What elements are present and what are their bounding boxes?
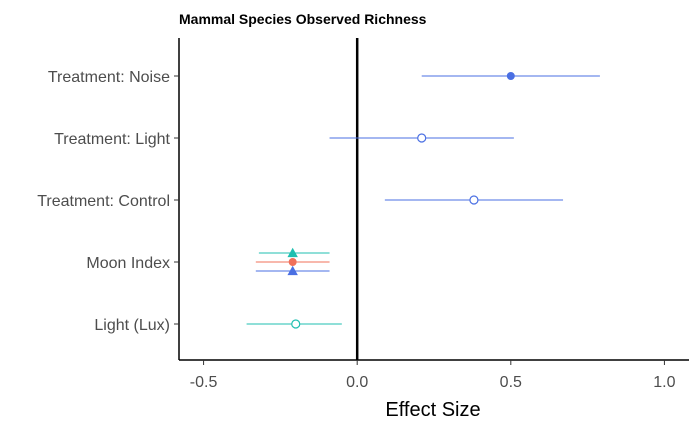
y-tick-label: Light (Lux) — [94, 317, 170, 334]
y-tick-label: Moon Index — [86, 255, 170, 272]
point-estimate — [287, 247, 298, 258]
y-tick-label: Treatment: Light — [54, 131, 170, 148]
x-axis-labels: -0.5 0.0 0.5 1.0 — [190, 360, 676, 391]
chart-title: Mammal Species Observed Richness — [179, 11, 427, 27]
y-tick-label: Treatment: Control — [37, 193, 170, 210]
y-tick-label: Treatment: Noise — [48, 69, 170, 86]
x-tick-label: 0.0 — [346, 374, 368, 391]
plot-area — [178, 38, 689, 361]
point-estimate — [506, 72, 515, 80]
x-tick-label: -0.5 — [190, 374, 218, 391]
point-estimate — [417, 133, 427, 143]
y-axis-labels: Treatment: Noise Treatment: Light Treatmen… — [37, 69, 179, 334]
point-estimate — [287, 265, 298, 276]
point-estimate — [469, 195, 479, 205]
point-estimate — [291, 319, 301, 329]
point-estimate — [288, 258, 297, 266]
x-axis-title: Effect Size — [385, 399, 480, 421]
x-tick-label: 1.0 — [653, 374, 675, 391]
x-tick-label: 0.5 — [500, 374, 522, 391]
